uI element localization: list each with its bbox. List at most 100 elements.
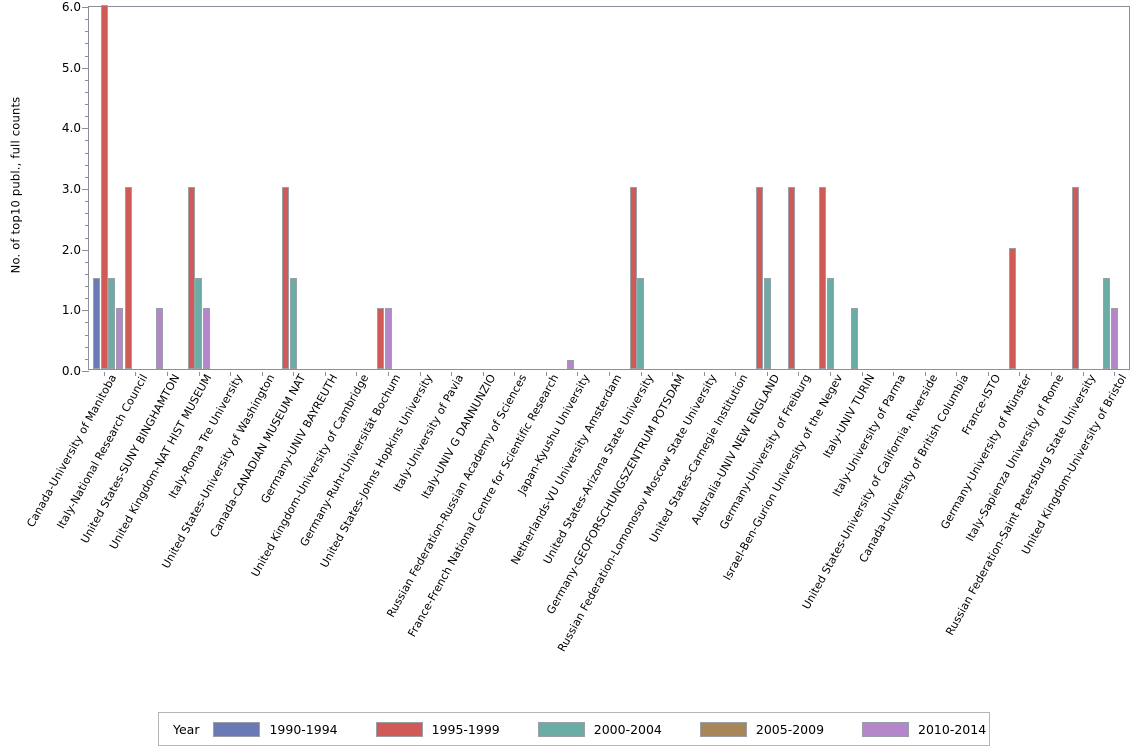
x-tick-mark	[230, 372, 232, 376]
bar-group	[847, 7, 879, 369]
bar-group	[721, 7, 753, 369]
bar	[289, 278, 297, 369]
bar-group	[626, 7, 658, 369]
y-axis-title-text: No. of top10 publ., full counts	[8, 96, 23, 274]
x-tick-mark	[451, 372, 453, 376]
x-tick-mark	[735, 372, 737, 376]
x-tick-mark	[830, 372, 832, 376]
y-axis-title: No. of top10 publ., full counts	[0, 0, 30, 370]
bar-group	[815, 7, 847, 369]
legend-label: 1990-1994	[269, 721, 338, 737]
bar	[763, 278, 771, 369]
bar	[282, 187, 290, 369]
y-tick-minor	[85, 346, 89, 348]
bar-group	[878, 7, 910, 369]
x-tick-mark	[103, 372, 105, 376]
x-tick-mark	[956, 372, 958, 376]
y-tick-label: 0.0	[61, 364, 81, 378]
bar-group	[1099, 7, 1131, 369]
y-tick-mark	[82, 189, 89, 190]
bar	[819, 187, 827, 369]
bar-group	[910, 7, 942, 369]
bar-group	[1036, 7, 1068, 369]
y-tick-minor	[85, 334, 89, 336]
y-tick-minor	[85, 261, 89, 263]
bar	[566, 359, 574, 369]
bar	[756, 187, 764, 369]
x-tick-mark	[293, 372, 295, 376]
legend-entry[interactable]: 1995-1999	[375, 721, 528, 737]
bar-group	[405, 7, 437, 369]
bar-group	[752, 7, 784, 369]
x-tick-mark	[1051, 372, 1053, 376]
y-tick-label: 6.0	[61, 0, 81, 14]
y-tick-mark	[82, 371, 89, 372]
x-tick-mark	[1082, 372, 1084, 376]
plot-area: 0.0 1.0 2.0 3.0 4.0 5.0 6.0	[62, 0, 1131, 378]
legend-color-swatch	[862, 721, 910, 737]
bar	[115, 308, 123, 369]
legend-label: 2005-2009	[755, 721, 825, 737]
x-tick-mark	[514, 372, 516, 376]
bar-group	[373, 7, 405, 369]
legend-entry[interactable]: 2000-2004	[537, 721, 690, 737]
y-tick-minor	[85, 43, 89, 45]
x-tick-mark	[324, 372, 326, 376]
bar-group	[278, 7, 310, 369]
x-tick-mark	[861, 372, 863, 376]
x-tick-mark	[798, 372, 800, 376]
bar-group	[310, 7, 342, 369]
y-tick-minor	[85, 358, 89, 360]
legend-label: 1995-1999	[431, 721, 500, 737]
y-tick-minor	[85, 140, 89, 142]
legend-entry[interactable]: 1990-1994	[213, 721, 365, 737]
y-tick-minor	[85, 322, 89, 324]
x-tick-mark	[766, 372, 768, 376]
x-tick-mark	[893, 372, 895, 376]
bar	[629, 187, 637, 369]
x-tick-mark	[672, 372, 674, 376]
y-tick-minor	[85, 31, 89, 33]
bar-group	[563, 7, 595, 369]
y-tick-label: 4.0	[61, 121, 81, 136]
x-tick-mark	[482, 372, 484, 376]
y-tick-label: 3.0	[61, 182, 81, 196]
bar-group	[215, 7, 247, 369]
legend-entries: 1990-1994 1995-1999 2000-2004 2005-2009 2010…	[213, 721, 1024, 737]
y-tick-mark	[82, 67, 89, 69]
legend-title: Year	[173, 721, 200, 737]
x-tick-mark	[135, 372, 137, 376]
y-tick-label: 1.0	[61, 303, 81, 318]
x-tick-mark	[924, 372, 926, 376]
y-tick-minor	[85, 213, 89, 215]
y-tick-minor	[85, 104, 89, 106]
x-tick-mark	[387, 372, 389, 376]
bar	[202, 308, 210, 369]
bar-group	[121, 7, 153, 369]
legend-entry[interactable]: 2005-2009	[699, 721, 852, 737]
bar-group	[152, 7, 184, 369]
legend-color-swatch	[699, 721, 747, 737]
x-tick-mark	[166, 372, 168, 376]
x-tick-mark	[577, 372, 579, 376]
bar-group	[531, 7, 563, 369]
y-tick-minor	[85, 298, 89, 300]
bar	[1110, 308, 1118, 369]
bar	[108, 278, 115, 369]
bar-group	[689, 7, 721, 369]
y-tick-mark	[82, 310, 89, 312]
bar-group	[436, 7, 468, 369]
y-tick-minor	[85, 164, 89, 166]
legend: Year 1990-1994 1995-1999 2000-2004 2005-200…	[158, 712, 990, 746]
y-tick-minor	[85, 19, 89, 21]
bar	[100, 5, 108, 369]
bar	[1008, 247, 1016, 369]
bar	[1103, 278, 1111, 369]
bar-group	[942, 7, 974, 369]
bar-group	[342, 7, 374, 369]
y-tick-minor	[85, 116, 89, 118]
x-tick-mark	[198, 372, 200, 376]
legend-entry[interactable]: 2010-2014	[862, 721, 1014, 737]
bar-group	[468, 7, 500, 369]
legend-color-swatch	[375, 721, 423, 737]
